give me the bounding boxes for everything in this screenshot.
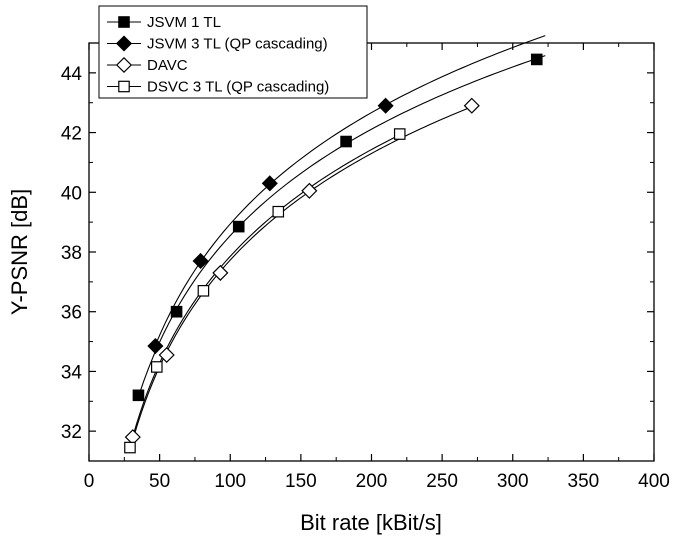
data-point-3 — [158, 346, 175, 364]
y-axis-title: Y-PSNR [dB] — [7, 189, 32, 315]
x-tick-label: 300 — [497, 471, 529, 492]
data-point-2 — [377, 97, 394, 114]
legend-marker — [118, 80, 130, 93]
data-point-2 — [192, 252, 209, 270]
legend-marker — [115, 56, 133, 74]
legend-marker — [118, 16, 130, 28]
x-tick-label: 200 — [356, 471, 388, 492]
legend-box — [98, 5, 368, 99]
y-tick-label: 40 — [61, 183, 82, 204]
data-point-4 — [197, 285, 210, 297]
x-tick-label: 0 — [84, 471, 95, 492]
data-point-3 — [301, 182, 318, 199]
data-point-2 — [261, 175, 278, 192]
x-tick-label: 400 — [638, 471, 670, 492]
y-tick-label: 42 — [61, 124, 82, 145]
data-point-1 — [340, 135, 352, 148]
x-tick-label: 150 — [285, 471, 317, 492]
data-point-2 — [147, 338, 164, 355]
series-line-4 — [129, 134, 400, 448]
series-line-2 — [154, 35, 546, 346]
plot-frame — [88, 42, 655, 462]
y-tick-label: 38 — [61, 243, 82, 264]
legend-marker — [115, 35, 133, 52]
x-tick-label: 50 — [149, 471, 170, 492]
y-tick-label: 32 — [61, 422, 82, 443]
data-point-3 — [212, 264, 229, 281]
x-tick-label: 350 — [568, 471, 600, 492]
y-tick-label: 44 — [61, 64, 83, 85]
y-tick-label: 34 — [61, 362, 83, 383]
x-axis-title: Bit rate [kBit/s] — [300, 510, 442, 535]
legend-label: JSVM 1 TL — [147, 14, 221, 31]
data-point-4 — [124, 441, 136, 454]
x-tick-label: 250 — [426, 471, 458, 492]
data-point-1 — [530, 53, 543, 66]
data-point-4 — [393, 128, 406, 140]
data-point-1 — [170, 305, 183, 318]
x-tick-label: 100 — [214, 471, 246, 492]
legend-items: JSVM 1 TL JSVM 3 TL (QP cascading) DAVC DSV… — [107, 14, 329, 96]
series-line-3 — [132, 106, 472, 441]
legend: JSVM 1 TL JSVM 3 TL (QP cascading) DAVC DSV… — [98, 5, 368, 99]
data-markers — [124, 53, 543, 454]
data-point-4 — [151, 361, 163, 373]
legend-label: DAVC — [147, 57, 188, 74]
data-point-1 — [132, 389, 145, 402]
data-point-1 — [232, 220, 245, 233]
axis-ticks — [88, 42, 655, 462]
series-line-1 — [137, 55, 546, 397]
data-point-3 — [463, 97, 480, 114]
y-tick-label: 36 — [61, 303, 82, 324]
tick-labels: 0 50 100 150 200 250 300 350 400 32 34 36 38 40 42 44 — [61, 64, 670, 492]
legend-label: DSVC 3 TL (QP cascading) — [147, 79, 329, 96]
data-point-4 — [272, 205, 285, 218]
legend-label: JSVM 3 TL (QP cascading) — [147, 36, 328, 53]
